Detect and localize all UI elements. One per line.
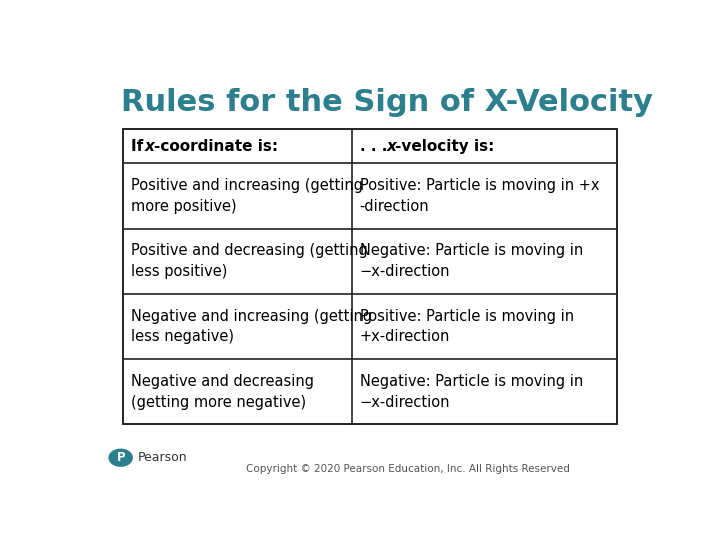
Circle shape — [109, 449, 133, 467]
Text: Negative: Particle is moving in
−x-direction: Negative: Particle is moving in −x-direc… — [359, 244, 582, 279]
Text: -velocity is:: -velocity is: — [395, 139, 495, 154]
Text: x: x — [145, 139, 155, 154]
Text: Positive and increasing (getting
more positive): Positive and increasing (getting more po… — [131, 178, 363, 213]
Text: Positive and decreasing (getting
less positive): Positive and decreasing (getting less po… — [131, 244, 367, 279]
Text: Positive: Particle is moving in +x
-direction: Positive: Particle is moving in +x -dire… — [359, 178, 599, 213]
Text: P: P — [117, 451, 125, 464]
Text: . . .: . . . — [359, 139, 392, 154]
Text: -coordinate is:: -coordinate is: — [153, 139, 278, 154]
Text: Rules for the Sign of X-Velocity: Rules for the Sign of X-Velocity — [121, 87, 653, 117]
Text: Pearson: Pearson — [138, 451, 187, 464]
Text: Negative: Particle is moving in
−x-direction: Negative: Particle is moving in −x-direc… — [359, 374, 582, 409]
Text: Copyright © 2020 Pearson Education, Inc. All Rights Reserved: Copyright © 2020 Pearson Education, Inc.… — [246, 464, 570, 474]
Text: Positive: Particle is moving in
+x-direction: Positive: Particle is moving in +x-direc… — [359, 309, 574, 344]
Text: If: If — [131, 139, 148, 154]
Text: Negative and increasing (getting
less negative): Negative and increasing (getting less ne… — [131, 309, 372, 344]
Text: Negative and decreasing
(getting more negative): Negative and decreasing (getting more ne… — [131, 374, 314, 409]
Bar — [124, 129, 617, 424]
Text: x: x — [387, 139, 396, 154]
